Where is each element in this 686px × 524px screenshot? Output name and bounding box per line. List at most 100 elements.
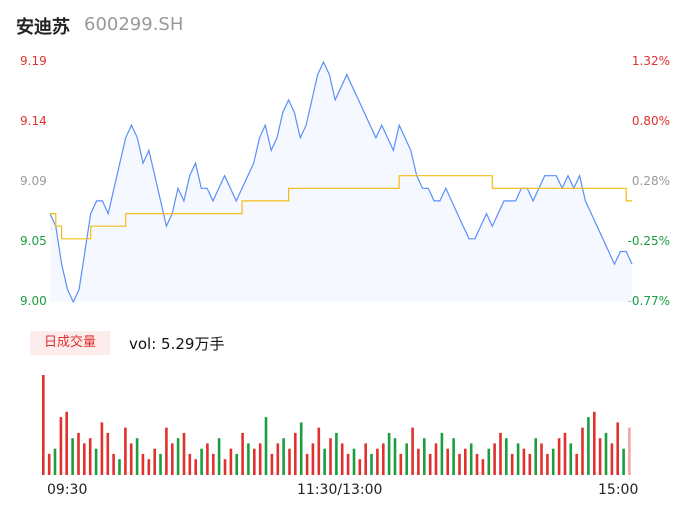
volume-bar <box>387 432 391 475</box>
volume-bar <box>59 417 63 475</box>
volume-bar <box>94 448 98 475</box>
volume-bar <box>628 427 631 475</box>
volume-bar <box>569 443 573 475</box>
volume-bar <box>47 453 51 475</box>
volume-bar <box>335 432 338 475</box>
y-tick-right-1: 0.80% <box>631 114 670 128</box>
volume-bar <box>217 438 221 475</box>
volume-bar <box>598 438 602 475</box>
volume-bar <box>540 443 543 475</box>
y-tick-left-2: 9.09 <box>20 174 47 188</box>
y-tick-left-4: 9.00 <box>20 294 47 308</box>
volume-bar <box>469 443 473 475</box>
volume-bar <box>264 417 268 475</box>
volume-bar <box>100 422 104 475</box>
volume-tag[interactable]: 日成交量 <box>30 331 110 355</box>
volume-bar <box>499 432 502 475</box>
volume-bar <box>405 443 408 475</box>
volume-bar <box>551 448 555 475</box>
volume-bar <box>42 375 45 475</box>
volume-bar <box>575 453 578 475</box>
volume-bar <box>106 432 110 475</box>
volume-bar <box>399 453 403 475</box>
stock-name: 安迪苏 <box>16 17 70 38</box>
volume-bar <box>329 438 332 475</box>
volume-bar <box>382 443 385 475</box>
volume-bar <box>352 448 356 475</box>
volume-bar <box>546 453 549 475</box>
volume-bar <box>311 443 315 475</box>
x-tick-0: 09:30 <box>47 482 88 498</box>
volume-bar <box>593 411 596 475</box>
volume-bar <box>253 448 256 475</box>
x-tick-1: 11:30/13:00 <box>297 482 383 498</box>
volume-bar <box>452 438 455 475</box>
volume-bar <box>534 438 537 475</box>
volume-bar <box>364 443 367 475</box>
y-tick-right-0: 1.32% <box>631 54 670 68</box>
y-tick-left-1: 9.14 <box>20 114 47 128</box>
y-tick-right-4: -0.77% <box>627 294 670 308</box>
volume-bar <box>223 459 227 475</box>
volume-bar <box>182 432 186 475</box>
volume-bar <box>434 443 438 475</box>
volume-bar <box>563 432 567 475</box>
volume-bar <box>194 459 197 475</box>
y-tick-left-0: 9.19 <box>20 54 47 68</box>
volume-bar <box>616 422 619 475</box>
volume-bar <box>505 438 508 475</box>
volume-bar <box>118 459 121 475</box>
volume-bar <box>288 448 291 475</box>
volume-bar <box>323 448 326 475</box>
volume-bar <box>294 432 297 475</box>
y-tick-right-2: 0.28% <box>631 174 670 188</box>
volume-bar <box>481 459 485 475</box>
volume-bar <box>83 443 86 475</box>
volume-bar <box>171 443 174 475</box>
volume-bar <box>188 453 192 475</box>
volume-bar <box>200 448 203 475</box>
volume-bar <box>258 443 262 475</box>
average-line <box>50 175 632 240</box>
volume-bar <box>147 459 151 475</box>
volume-bar <box>487 448 491 475</box>
y-tick-right-3: -0.25% <box>627 234 670 248</box>
volume-bar <box>305 453 309 475</box>
volume-bar <box>464 448 467 475</box>
volume-bar <box>458 453 461 475</box>
volume-bar <box>510 453 514 475</box>
volume-bar <box>112 453 115 475</box>
volume-bar <box>417 448 420 475</box>
stock-code: 600299.SH <box>84 14 184 35</box>
volume-bar <box>212 453 215 475</box>
volume-bar <box>446 448 449 475</box>
volume-bar <box>581 427 584 475</box>
volume-bar <box>229 448 233 475</box>
volume-bar <box>247 443 250 475</box>
volume-bar <box>393 438 397 475</box>
volume-bar <box>176 438 180 475</box>
volume-bar <box>241 432 244 475</box>
volume-bar <box>622 448 625 475</box>
volume-bar <box>270 453 274 475</box>
volume-bar <box>124 427 127 475</box>
volume-bar <box>65 411 68 475</box>
volume-bar <box>557 438 561 475</box>
volume-bar <box>235 453 238 475</box>
volume-bar <box>493 443 496 475</box>
volume-bar <box>475 453 479 475</box>
volume-bar <box>129 443 133 475</box>
volume-bar <box>346 453 350 475</box>
volume-bar <box>440 432 444 475</box>
volume-bar <box>411 427 414 475</box>
volume-bar <box>358 459 362 475</box>
volume-bar <box>141 453 145 475</box>
volume-bar <box>88 438 92 475</box>
volume-bar <box>165 427 168 475</box>
volume-bar <box>153 448 156 475</box>
volume-bar <box>77 432 80 475</box>
volume-bar <box>528 453 532 475</box>
volume-bar <box>610 443 614 475</box>
volume-bar <box>206 443 209 475</box>
